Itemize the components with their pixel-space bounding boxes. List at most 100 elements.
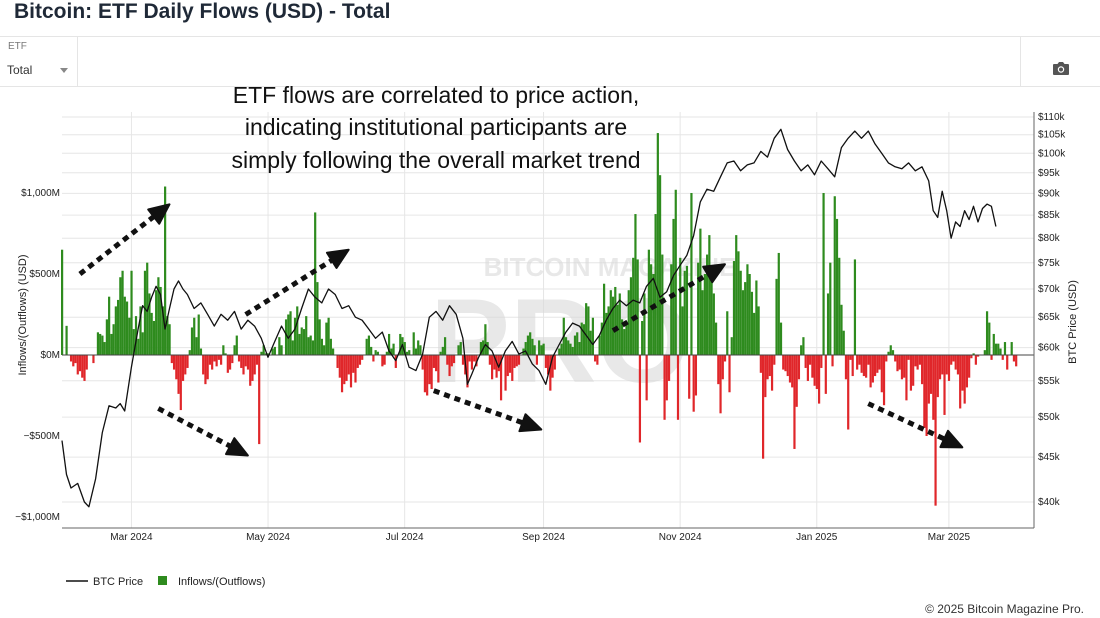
- outflow-bar: [473, 355, 476, 362]
- outflow-bar: [788, 355, 792, 383]
- inflow-bar: [103, 342, 106, 355]
- inflow-bar: [730, 337, 733, 355]
- outflow-bar: [894, 355, 897, 362]
- inflow-bar: [531, 338, 534, 355]
- inflow-bar: [273, 346, 276, 355]
- inflow-bar: [110, 333, 113, 355]
- inflow-bar: [641, 320, 644, 355]
- chevron-down-icon[interactable]: [60, 68, 68, 73]
- page-title: Bitcoin: ETF Daily Flows (USD) - Total: [14, 0, 391, 23]
- inflow-bar: [305, 316, 308, 355]
- btc-price-line: [61, 128, 997, 508]
- inflow-bar: [132, 329, 135, 355]
- inflow-bar: [887, 351, 890, 355]
- inflow-bar: [367, 335, 371, 355]
- inflow-bar: [623, 329, 626, 355]
- legend-btc-price[interactable]: BTC Price: [93, 576, 143, 588]
- annotation-line-1: ETF flows are correlated to price action…: [233, 82, 640, 108]
- outflow-bar: [918, 355, 921, 365]
- inflow-bar: [636, 259, 639, 355]
- inflow-bar: [316, 282, 319, 355]
- outflow-bar: [921, 355, 924, 385]
- y-left-axis-title: Inflows/(Outflows) (USD): [17, 254, 29, 375]
- outflow-bar: [728, 355, 731, 393]
- outflow-bar: [508, 355, 512, 373]
- inflow-bar: [627, 290, 630, 355]
- outflow-bar: [907, 355, 910, 360]
- inflow-bar: [408, 350, 411, 355]
- outflow-bar: [544, 355, 547, 368]
- outflow-bar: [428, 355, 431, 385]
- outflow-bar: [1006, 355, 1009, 370]
- inflow-bar: [656, 133, 659, 355]
- outflow-bar: [934, 355, 937, 506]
- outflow-bar: [83, 355, 86, 381]
- outflow-bar: [793, 355, 796, 449]
- inflow-bar: [757, 306, 760, 355]
- inflow-bar: [571, 346, 574, 355]
- outflow-bar: [818, 355, 821, 404]
- inflow-bar: [296, 306, 299, 355]
- outflow-bar: [871, 355, 874, 383]
- grid-lines: [62, 112, 1034, 528]
- outflow-bar: [903, 355, 906, 378]
- outflow-bar: [551, 355, 554, 378]
- outflow-bar: [876, 355, 879, 373]
- watermark-line1: BITCOIN MAGAZINE: [484, 252, 737, 282]
- outflow-bar: [242, 355, 245, 375]
- inflow-bar: [997, 343, 1000, 355]
- inflow-bar: [714, 322, 718, 355]
- outflow-bar: [1012, 355, 1016, 362]
- y-right-tick-label: $70k: [1038, 284, 1061, 295]
- inflow-bar: [280, 345, 283, 355]
- inflow-bar: [125, 301, 129, 355]
- outflow-bar: [797, 355, 801, 380]
- y-right-tick-label: $75k: [1038, 258, 1061, 269]
- copyright: © 2025 Bitcoin Magazine Pro.: [925, 602, 1084, 616]
- outflow-bar: [851, 355, 854, 377]
- outflow-bar: [255, 355, 259, 365]
- outflow-bar: [175, 355, 178, 380]
- inflow-bar: [457, 345, 460, 355]
- inflow-bar: [96, 332, 100, 355]
- outflow-bar: [497, 355, 500, 372]
- inflow-bar: [607, 306, 610, 355]
- inflow-bar: [150, 312, 153, 355]
- inflow-bar: [826, 293, 830, 355]
- inflow-bar: [538, 340, 541, 355]
- outflow-bar: [237, 355, 241, 362]
- outflow-bar: [809, 355, 812, 365]
- etf-selector[interactable]: Total: [7, 63, 33, 77]
- inflow-bar: [670, 264, 673, 355]
- inflow-bar: [385, 351, 388, 355]
- outflow-bar: [446, 355, 449, 365]
- outflow-bar: [596, 355, 599, 365]
- camera-icon[interactable]: [1052, 60, 1070, 76]
- outflow-bar: [495, 355, 498, 378]
- inflow-bar: [166, 316, 169, 355]
- inflow-bar: [390, 348, 393, 355]
- outflow-bar: [1015, 355, 1018, 367]
- outflow-bar: [470, 355, 474, 370]
- outflow-bar: [231, 355, 234, 364]
- outflow-bar: [432, 355, 435, 368]
- inflow-bar: [891, 350, 895, 355]
- inflow-bar: [233, 345, 236, 355]
- inflow-bar: [889, 345, 892, 355]
- inflow-bar: [600, 322, 603, 355]
- inflow-bar: [278, 337, 281, 355]
- inflow-bar: [65, 325, 68, 355]
- outflow-bar: [215, 355, 218, 367]
- legend-inflows[interactable]: Inflows/(Outflows): [178, 576, 265, 588]
- inflow-bar: [643, 293, 646, 355]
- inflow-bar: [311, 340, 315, 355]
- outflow-bar: [426, 355, 429, 396]
- outflow-bar: [435, 355, 438, 372]
- inflow-bar: [128, 317, 131, 355]
- inflow-bar: [197, 314, 200, 355]
- outflow-bar: [381, 355, 384, 367]
- outflow-bar: [430, 355, 433, 390]
- outflow-bar: [694, 355, 698, 396]
- inflow-bar: [320, 338, 323, 355]
- outflow-bar: [941, 355, 944, 375]
